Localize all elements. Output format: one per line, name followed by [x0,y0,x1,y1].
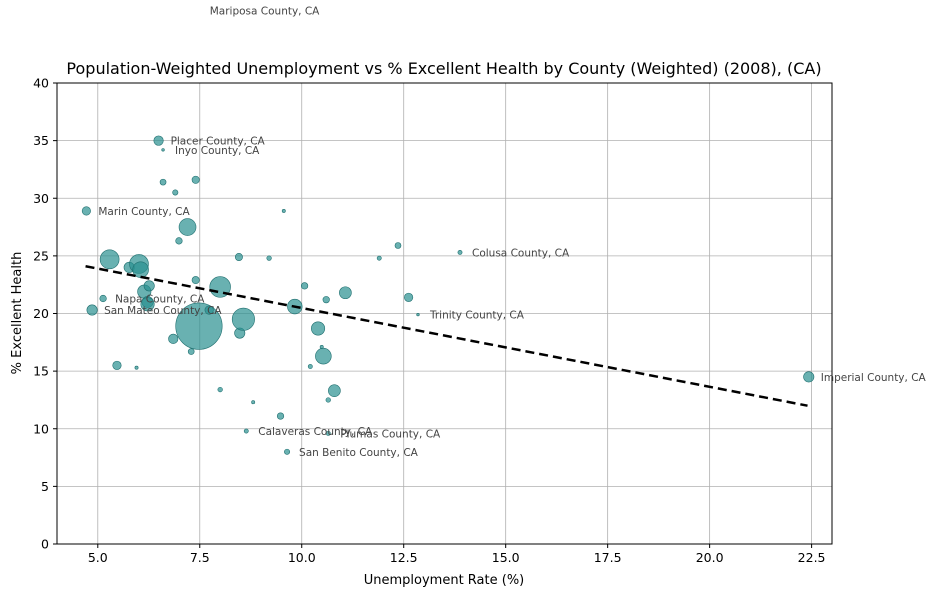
point-annotation: Trinity County, CA [429,310,525,322]
y-axis-label: % Excellent Health [10,252,25,375]
data-point [281,208,286,213]
y-tick-label: 20 [33,306,49,321]
data-point [315,347,332,365]
point-annotation: San Mateo County, CA [104,305,222,317]
data-point [191,175,200,184]
data-point [284,448,291,455]
point-annotation: Imperial County, CA [821,372,927,384]
data-point [175,237,183,245]
data-point [161,148,165,152]
data-point [143,280,155,292]
data-point [301,282,309,290]
x-tick-label: 20.0 [696,550,724,565]
y-tick-label: 25 [33,248,49,263]
data-point [234,253,243,262]
data-point [328,384,341,398]
data-point [311,321,326,336]
data-point [99,294,107,303]
trendline-layer [85,265,808,407]
chart-title: Population-Weighted Unemployment vs % Ex… [66,59,821,78]
data-point [307,364,313,369]
data-point [803,371,815,383]
trend-line [85,265,808,407]
data-point [178,218,197,236]
y-tick-label: 30 [33,191,49,206]
point-annotation: Mariposa County, CA [210,5,320,17]
y-tick-label: 5 [41,479,49,494]
data-point [175,302,223,350]
x-tick-label: 17.5 [594,550,622,565]
data-point [86,304,98,316]
data-point [140,297,155,312]
data-point [266,255,272,261]
x-tick-label: 10.0 [288,550,316,565]
data-points [81,135,815,455]
data-point [322,296,330,304]
y-axis-ticks: 0 5 10 15 20 25 30 35 40 [33,76,57,552]
point-annotation: Inyo County, CA [175,145,260,157]
data-point [172,189,179,196]
data-point [243,428,249,434]
data-point [191,276,200,285]
data-point [276,412,285,420]
y-tick-label: 40 [33,76,49,91]
data-point [159,178,167,186]
data-point [134,365,139,370]
x-tick-label: 15.0 [492,550,520,565]
point-annotation: Colusa County, CA [472,247,570,259]
x-tick-label: 22.5 [798,550,826,565]
point-annotation: Placer County, CA [171,136,266,148]
point-annotation: Calaveras County, CA [258,426,373,438]
data-point [325,397,331,403]
x-tick-label: 12.5 [390,550,418,565]
y-tick-label: 35 [33,133,49,148]
data-point [81,206,91,216]
data-point [112,360,122,370]
data-point [404,292,414,302]
y-tick-label: 10 [33,421,49,436]
data-point [251,400,256,405]
x-axis-ticks: 5.0 7.5 10.0 12.5 15.0 17.5 20.0 22.5 [88,544,826,565]
point-annotation: Plumas County, CA [340,428,441,440]
data-point [168,333,179,344]
data-point [376,255,382,261]
point-annotation: San Benito County, CA [299,447,419,459]
point-annotation: Marin County, CA [98,206,190,218]
x-axis-label: Unemployment Rate (%) [364,573,525,588]
x-tick-label: 7.5 [190,550,210,565]
data-point [325,430,331,436]
point-annotation: Napa County, CA [115,294,205,306]
data-point [231,307,255,331]
data-point [153,135,164,146]
data-point [394,242,402,249]
x-tick-label: 5.0 [88,550,108,565]
y-tick-label: 0 [41,537,49,552]
data-point [187,348,195,355]
data-point [457,249,463,255]
data-point [339,286,352,300]
data-point [416,313,420,317]
data-point [204,305,214,315]
y-tick-label: 15 [33,364,49,379]
data-point [217,386,223,393]
data-point [99,249,120,270]
